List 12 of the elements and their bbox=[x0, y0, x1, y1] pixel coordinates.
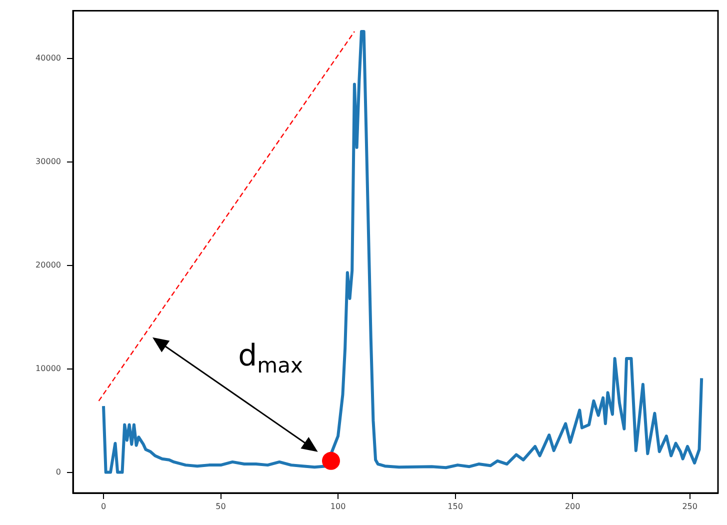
y-tick-label: 30000 bbox=[36, 156, 61, 166]
y-tick-label: 10000 bbox=[36, 364, 61, 373]
x-tick-label: 150 bbox=[448, 502, 463, 511]
annotation: d$_{max}$ bbox=[238, 338, 303, 378]
x-tick-label: 50 bbox=[216, 502, 226, 511]
x-tick-label: 200 bbox=[564, 502, 580, 511]
x-tick-label: 0 bbox=[100, 502, 106, 511]
x-tick-label: 250 bbox=[682, 502, 698, 511]
y-tick-label: 20000 bbox=[36, 260, 61, 270]
y-tick-label: 40000 bbox=[36, 53, 61, 62]
x-tick-label: 100 bbox=[330, 502, 346, 511]
y-tick-label: 0 bbox=[56, 467, 61, 476]
